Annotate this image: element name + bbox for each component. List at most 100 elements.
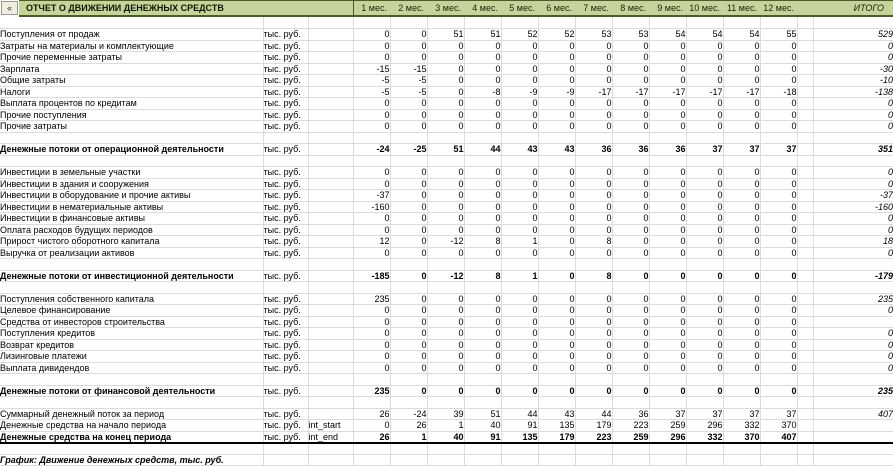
- value-cell[interactable]: [574, 258, 613, 271]
- value-cell[interactable]: 51: [463, 407, 502, 420]
- value-cell[interactable]: -9: [500, 85, 539, 98]
- value-cell[interactable]: [463, 17, 502, 29]
- value-cell[interactable]: [426, 373, 465, 386]
- value-cell[interactable]: 0: [389, 177, 428, 190]
- value-cell[interactable]: -185: [352, 269, 391, 282]
- value-cell[interactable]: [648, 453, 687, 466]
- value-cell[interactable]: 0: [722, 327, 761, 340]
- value-cell[interactable]: [426, 396, 465, 409]
- spacer-cell[interactable]: [796, 453, 814, 466]
- value-cell[interactable]: [500, 258, 539, 271]
- value-cell[interactable]: [574, 396, 613, 409]
- value-cell[interactable]: 55: [759, 28, 798, 41]
- value-cell[interactable]: 0: [463, 51, 502, 64]
- value-cell[interactable]: [389, 154, 428, 167]
- value-cell[interactable]: 0: [722, 304, 761, 317]
- value-cell[interactable]: 0: [537, 51, 576, 64]
- units-cell[interactable]: тыс. руб.: [262, 327, 309, 340]
- value-cell[interactable]: 37: [722, 143, 761, 156]
- value-cell[interactable]: [352, 453, 391, 466]
- value-cell[interactable]: 370: [759, 419, 798, 432]
- row-label-cell[interactable]: [0, 17, 264, 29]
- value-cell[interactable]: 8: [574, 269, 613, 282]
- value-cell[interactable]: 91: [463, 430, 502, 444]
- value-cell[interactable]: 135: [500, 430, 539, 444]
- value-cell[interactable]: 0: [574, 361, 613, 374]
- value-cell[interactable]: 0: [722, 120, 761, 133]
- value-cell[interactable]: [463, 453, 502, 466]
- row-label-cell[interactable]: Целевое финансирование: [0, 304, 264, 317]
- units-cell[interactable]: тыс. руб.: [262, 361, 309, 374]
- variable-name-cell[interactable]: [307, 28, 354, 41]
- value-cell[interactable]: 0: [426, 62, 465, 75]
- variable-name-cell[interactable]: [307, 200, 354, 213]
- value-cell[interactable]: [648, 396, 687, 409]
- units-cell[interactable]: тыс. руб.: [262, 235, 309, 248]
- value-cell[interactable]: [611, 131, 650, 144]
- value-cell[interactable]: 0: [537, 166, 576, 179]
- value-cell[interactable]: [500, 396, 539, 409]
- value-cell[interactable]: 0: [500, 223, 539, 236]
- units-cell[interactable]: тыс. руб.: [262, 62, 309, 75]
- value-cell[interactable]: 0: [500, 62, 539, 75]
- spacer-cell[interactable]: [796, 350, 814, 363]
- value-cell[interactable]: 0: [648, 292, 687, 305]
- value-cell[interactable]: [352, 373, 391, 386]
- value-cell[interactable]: 0: [389, 327, 428, 340]
- value-cell[interactable]: 0: [648, 350, 687, 363]
- value-cell[interactable]: 0: [500, 177, 539, 190]
- value-cell[interactable]: 0: [352, 120, 391, 133]
- variable-name-cell[interactable]: [307, 212, 354, 225]
- value-cell[interactable]: [389, 453, 428, 466]
- variable-name-cell[interactable]: [307, 97, 354, 110]
- value-cell[interactable]: 0: [759, 97, 798, 110]
- total-cell[interactable]: [812, 258, 893, 271]
- value-cell[interactable]: 0: [722, 338, 761, 351]
- row-label-cell[interactable]: Денежные средства на конец периода: [0, 430, 264, 444]
- value-cell[interactable]: [426, 131, 465, 144]
- value-cell[interactable]: 0: [574, 246, 613, 259]
- spacer-cell[interactable]: [796, 246, 814, 259]
- value-cell[interactable]: 0: [500, 51, 539, 64]
- value-cell[interactable]: 0: [500, 384, 539, 397]
- value-cell[interactable]: [463, 281, 502, 294]
- month-header-cell[interactable]: 3 мес.: [435, 3, 461, 13]
- units-cell[interactable]: тыс. руб.: [262, 212, 309, 225]
- value-cell[interactable]: [685, 442, 724, 455]
- units-cell[interactable]: тыс. руб.: [262, 384, 309, 397]
- value-cell[interactable]: [537, 154, 576, 167]
- row-label-cell[interactable]: Общие затраты: [0, 74, 264, 87]
- value-cell[interactable]: 0: [648, 235, 687, 248]
- value-cell[interactable]: -5: [352, 85, 391, 98]
- value-cell[interactable]: 0: [611, 246, 650, 259]
- value-cell[interactable]: 0: [500, 166, 539, 179]
- units-cell[interactable]: [262, 373, 309, 386]
- spacer-cell[interactable]: [796, 281, 814, 294]
- value-cell[interactable]: 296: [685, 419, 724, 432]
- total-cell[interactable]: 0: [812, 212, 893, 225]
- value-cell[interactable]: [574, 131, 613, 144]
- value-cell[interactable]: 0: [648, 338, 687, 351]
- value-cell[interactable]: -37: [352, 189, 391, 202]
- value-cell[interactable]: 0: [389, 39, 428, 52]
- value-cell[interactable]: 0: [500, 327, 539, 340]
- collapse-outline-button[interactable]: «: [1, 1, 18, 15]
- spacer-cell[interactable]: [796, 258, 814, 271]
- value-cell[interactable]: 0: [352, 97, 391, 110]
- value-cell[interactable]: 52: [500, 28, 539, 41]
- total-cell[interactable]: 0: [812, 97, 893, 110]
- value-cell[interactable]: 0: [463, 212, 502, 225]
- value-cell[interactable]: 37: [722, 407, 761, 420]
- value-cell[interactable]: 0: [463, 62, 502, 75]
- units-cell[interactable]: тыс. руб.: [262, 189, 309, 202]
- value-cell[interactable]: [722, 396, 761, 409]
- value-cell[interactable]: 0: [574, 292, 613, 305]
- value-cell[interactable]: [759, 131, 798, 144]
- value-cell[interactable]: 0: [426, 292, 465, 305]
- value-cell[interactable]: 0: [352, 315, 391, 328]
- value-cell[interactable]: 332: [722, 419, 761, 432]
- value-cell[interactable]: 0: [537, 327, 576, 340]
- value-cell[interactable]: 0: [574, 350, 613, 363]
- value-cell[interactable]: 0: [500, 292, 539, 305]
- spacer-cell[interactable]: [796, 407, 814, 420]
